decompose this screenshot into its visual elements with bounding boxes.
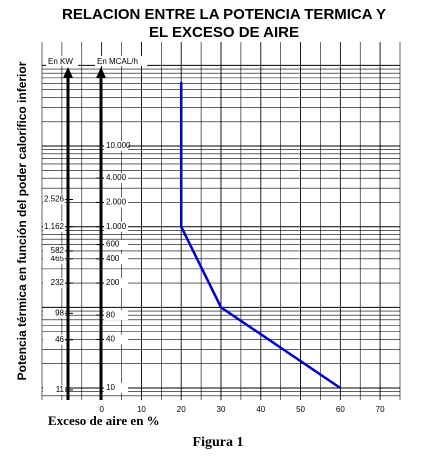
y-tick-label: 10 [106, 383, 115, 392]
label-bg [104, 221, 128, 232]
label-bg [104, 239, 128, 250]
y-tick-label: 400 [106, 254, 120, 263]
y-unit: En MCAL/h [97, 57, 138, 66]
data-line [179, 82, 342, 390]
x-tick-label: 20 [177, 405, 186, 414]
label-bg [104, 141, 128, 152]
y2-unit: En KW [48, 57, 73, 66]
x-tick-label: 70 [376, 405, 385, 414]
x-axis-title: Exceso de aire en % [48, 413, 160, 428]
label-bg [43, 308, 65, 319]
x-tick-label: 60 [336, 405, 345, 414]
label-bg [43, 245, 65, 256]
label-bg [104, 334, 128, 345]
y-tick-label: 80 [106, 310, 115, 319]
label-bg [43, 278, 65, 289]
chart-subtitle: EL EXCESO DE AIRE [149, 24, 299, 41]
marks: 0 10 20 30 40 50 60 70 10 40 80 200 400 600 1.000 2.000… [43, 82, 385, 414]
y2-tick-label: 11 [56, 385, 65, 394]
y-tick-label: 40 [106, 335, 115, 344]
mcal-arrowhead [96, 67, 106, 78]
label-bg [43, 194, 65, 205]
label-bg [43, 221, 65, 232]
y2-tick-label: 1.162 [44, 222, 65, 231]
y-tick-label: 10.000 [106, 141, 131, 150]
y-tick-label: 2.000 [106, 198, 127, 207]
y-tick-label: 600 [106, 240, 120, 249]
y2-tick-label: 232 [51, 278, 65, 287]
kw-arrowhead [63, 67, 73, 78]
label-bg [95, 56, 147, 66]
label-bg [104, 383, 128, 394]
label-bg [46, 56, 78, 66]
x-tick-label: 30 [217, 405, 226, 414]
y2-tick-label: 98 [55, 308, 64, 317]
label-bg [104, 253, 128, 264]
y2-tick-label: 582 [51, 246, 65, 255]
y2-tick-label: 2.526 [44, 195, 65, 204]
label-bg [104, 197, 128, 208]
label-bg [104, 310, 128, 321]
y2-tick-label: 46 [55, 335, 64, 344]
chart-title: RELACION ENTRE LA POTENCIA TERMICA Y [62, 6, 386, 23]
grid [41, 42, 401, 400]
label-bg [43, 253, 65, 264]
label-bg [104, 173, 128, 184]
label-bg [43, 384, 65, 395]
x-tick-label: 10 [137, 405, 146, 414]
y2-tick-label: 465 [51, 254, 65, 263]
label-bg [104, 278, 128, 289]
y-tick-label: 1.000 [106, 222, 127, 231]
x-tick-label: 50 [296, 405, 305, 414]
y-axis-title: Potencia térmica en función del poder ca… [15, 61, 29, 380]
caption: Figura 1 [193, 435, 244, 450]
y-tick-label: 4.000 [106, 173, 127, 182]
x-tick-label: 0 [99, 405, 104, 414]
label-bg [43, 334, 65, 345]
x-tick-label: 40 [256, 405, 265, 414]
y-tick-label: 200 [106, 278, 120, 287]
